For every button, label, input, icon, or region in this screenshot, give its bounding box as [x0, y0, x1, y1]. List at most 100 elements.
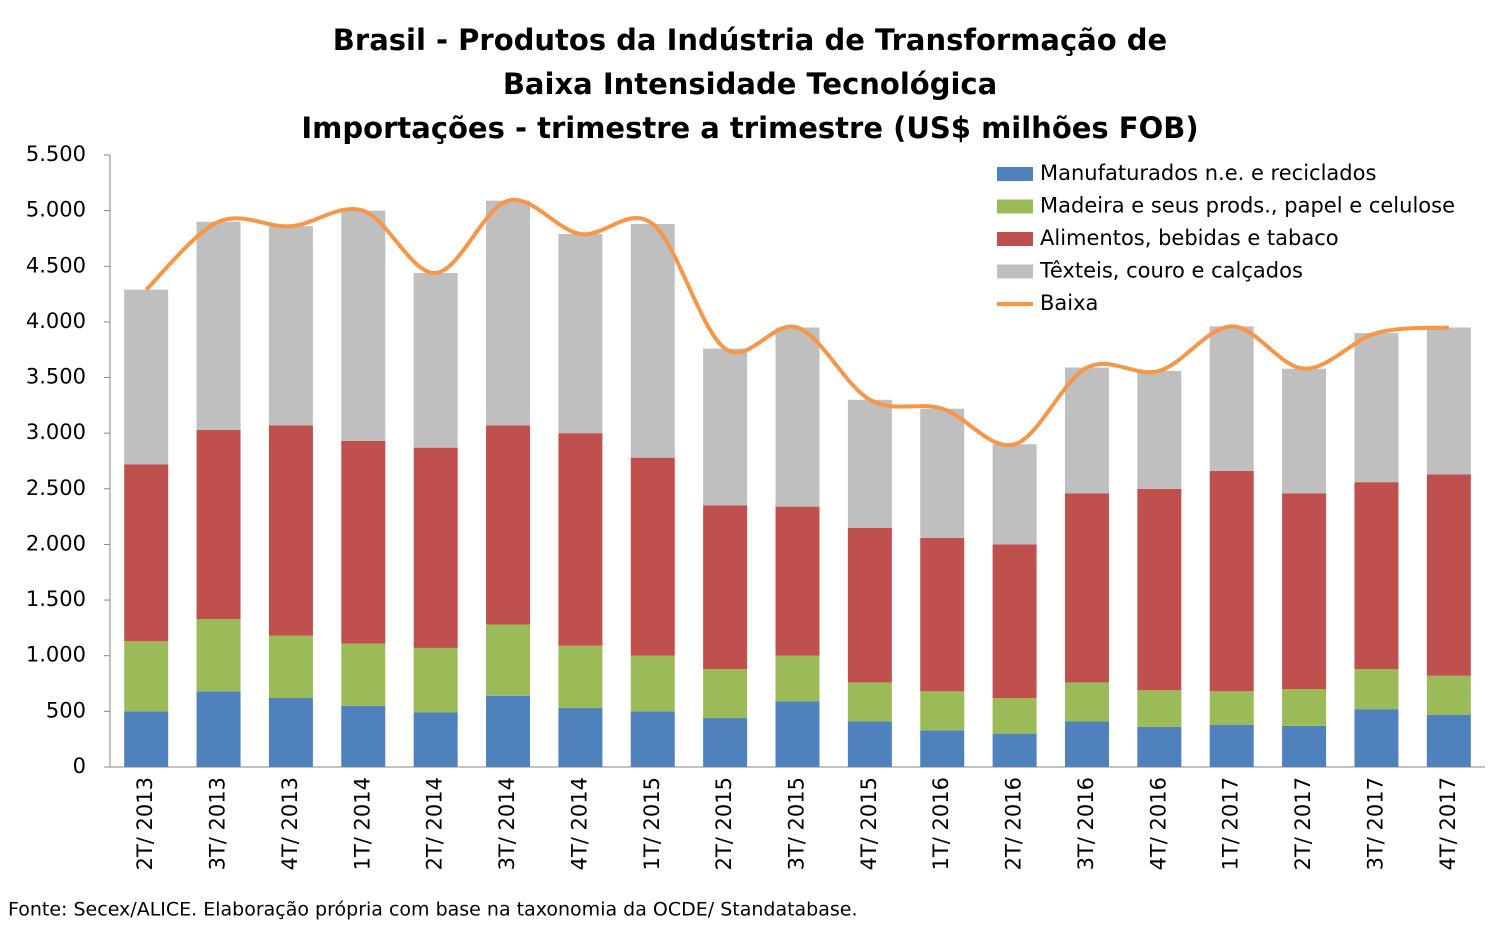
bar-segment — [920, 730, 965, 767]
bar-segment — [341, 705, 386, 767]
bar-segment — [124, 641, 169, 712]
bar-segment — [1354, 333, 1399, 483]
bar-segment — [1426, 675, 1471, 715]
y-tick-label: 2.500 — [26, 476, 86, 500]
x-tick-label: 2T/ 2013 — [133, 777, 157, 870]
x-tick-label: 2T/ 2016 — [1002, 777, 1026, 870]
y-tick-label: 5.000 — [26, 198, 86, 222]
bar-segment — [1064, 721, 1109, 767]
chart-title: Brasil - Produtos da Indústria de Transf… — [333, 23, 1167, 57]
bar-segment — [486, 425, 531, 625]
bar-segment — [1137, 370, 1182, 489]
bar-segment — [1064, 367, 1109, 494]
bar-segment — [1282, 689, 1327, 726]
bar-segment — [413, 272, 458, 448]
bar-segment — [992, 544, 1037, 699]
x-tick-label: 4T/ 2014 — [567, 777, 591, 870]
y-tick-label: 4.000 — [26, 309, 86, 333]
legend-swatch — [997, 199, 1033, 214]
y-tick-label: 5.500 — [26, 142, 86, 166]
bar-segment — [413, 712, 458, 767]
y-tick-label: 1.000 — [26, 643, 86, 667]
legend-label: Baixa — [1040, 291, 1098, 315]
bar-segment — [486, 200, 531, 426]
bar-segment — [630, 655, 675, 712]
chart-title: Baixa Intensidade Tecnológica — [503, 67, 997, 101]
x-tick-label: 2T/ 2014 — [423, 777, 447, 870]
chart-title: Importações - trimestre a trimestre (US$… — [301, 111, 1198, 145]
x-tick-label: 1T/ 2015 — [640, 777, 664, 870]
line-series — [144, 197, 1449, 448]
bar-segment — [1064, 682, 1109, 722]
legend-label: Madeira e seus prods., papel e celulose — [1040, 194, 1455, 218]
x-tick-label: 4T/ 2015 — [857, 777, 881, 870]
bar-segment — [341, 440, 386, 644]
bar-segment — [196, 691, 241, 767]
y-tick-label: 500 — [46, 698, 86, 722]
x-tick-label: 1T/ 2014 — [350, 777, 374, 870]
bar-segment — [1209, 691, 1254, 725]
legend-swatch — [997, 264, 1033, 279]
bar-segment — [775, 506, 820, 656]
bar-segment — [847, 399, 892, 528]
x-tick-label: 3T/ 2013 — [206, 777, 230, 870]
bar-segment — [1282, 725, 1327, 767]
bar-segment — [1354, 669, 1399, 710]
bar-segment — [413, 447, 458, 648]
x-tick-label: 3T/ 2017 — [1363, 777, 1387, 870]
bar-segment — [1282, 368, 1327, 494]
x-tick-label: 3T/ 2014 — [495, 777, 519, 870]
x-tick-label: 4T/ 2016 — [1146, 777, 1170, 870]
bar-segment — [703, 669, 748, 719]
bar-segment — [558, 708, 603, 767]
bar-segment — [630, 711, 675, 767]
source-note: Fonte: Secex/ALICE. Elaboração própria c… — [8, 899, 858, 921]
bar-segment — [630, 223, 675, 458]
bar-segment — [486, 624, 531, 696]
bar-segment — [1137, 488, 1182, 691]
x-tick-label: 4T/ 2013 — [278, 777, 302, 870]
bar-segment — [1354, 709, 1399, 767]
bar-segment — [486, 695, 531, 767]
bar-segment — [703, 718, 748, 767]
bar-segment — [124, 464, 169, 642]
bar-segment — [1209, 471, 1254, 692]
bar-segment — [992, 698, 1037, 734]
bar-segment — [124, 289, 169, 465]
bar-segment — [413, 647, 458, 713]
bar-segment — [920, 537, 965, 692]
x-tick-label: 4T/ 2017 — [1436, 777, 1460, 870]
bar-segment — [558, 234, 603, 434]
y-tick-label: 1.500 — [26, 587, 86, 611]
bar-segment — [775, 327, 820, 507]
x-tick-label: 3T/ 2015 — [785, 777, 809, 870]
bar-segment — [1426, 474, 1471, 676]
legend-label: Alimentos, bebidas e tabaco — [1040, 226, 1339, 250]
bar-segment — [1209, 326, 1254, 472]
legend-label: Manufaturados n.e. e reciclados — [1040, 161, 1376, 185]
legend-swatch — [997, 232, 1033, 246]
bar-segment — [775, 655, 820, 702]
x-tick-label: 3T/ 2016 — [1074, 777, 1098, 870]
x-tick-label: 1T/ 2016 — [929, 777, 953, 870]
x-tick-label: 2T/ 2015 — [712, 777, 736, 870]
bar-segment — [847, 527, 892, 683]
bar-segment — [992, 444, 1037, 545]
bar-segment — [920, 408, 965, 538]
bar-segment — [268, 226, 313, 426]
bar-segment — [703, 505, 748, 670]
y-tick-label: 0 — [73, 754, 86, 778]
bar-segment — [847, 682, 892, 722]
bar-segment — [341, 210, 386, 441]
bar-segment — [1137, 726, 1182, 767]
bar-segment — [1354, 482, 1399, 670]
bar-segment — [1426, 327, 1471, 475]
bar-segment — [775, 701, 820, 767]
x-tick-label: 2T/ 2017 — [1291, 777, 1315, 870]
bar-segment — [268, 635, 313, 699]
legend-label: Têxteis, couro e calçados — [1039, 259, 1303, 283]
bar-segment — [1282, 493, 1327, 690]
bar-segment — [268, 698, 313, 767]
bar-segment — [1209, 724, 1254, 767]
